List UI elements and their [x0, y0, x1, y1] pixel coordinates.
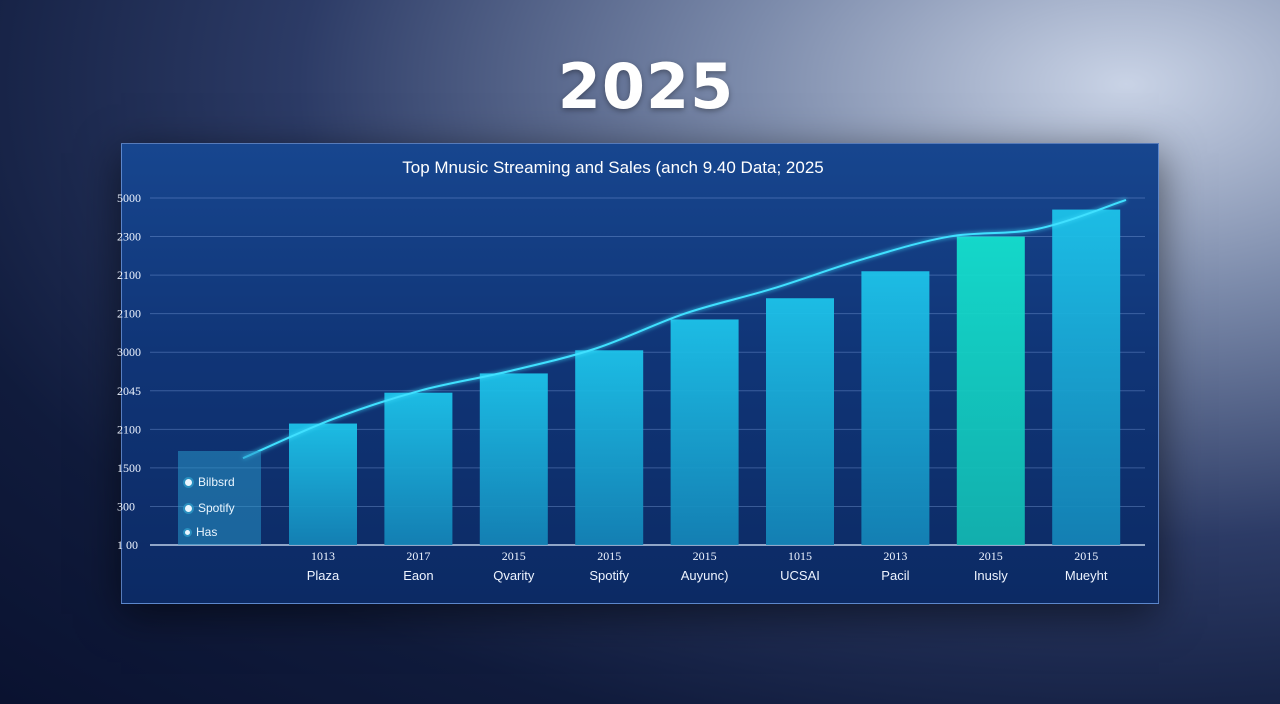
- page-year-heading: 2025: [557, 50, 735, 123]
- y-tick-label: 2100: [117, 268, 141, 282]
- y-tick-label: 1500: [117, 461, 141, 475]
- y-tick-label: 2045: [117, 384, 141, 398]
- trend-line: [242, 198, 1127, 460]
- x-tick-year-label: 2017: [406, 549, 430, 563]
- bar: [575, 350, 644, 545]
- x-tick-category-label: Mueyht: [1065, 568, 1108, 583]
- chart-title: Top Mnusic Streaming and Sales (anch 9.4…: [402, 158, 824, 177]
- legend-label: Bilbsrd: [198, 475, 235, 489]
- legend-item-billboard: Bilbsrd: [183, 475, 235, 489]
- y-tick-label: 5000: [117, 191, 141, 205]
- x-tick-category-label: Inusly: [974, 568, 1008, 583]
- y-tick-label: 2100: [117, 422, 141, 436]
- x-tick-category-label: Pacil: [881, 568, 909, 583]
- bar: [861, 271, 930, 545]
- x-tick-year-label: 2015: [979, 549, 1003, 563]
- x-tick-category-label: Plaza: [307, 568, 340, 583]
- x-tick-year-label: 2013: [883, 549, 907, 563]
- y-tick-label: 2100: [117, 307, 141, 321]
- y-tick-label: 2300: [117, 230, 141, 244]
- bar: [479, 373, 548, 545]
- x-tick-category-label: Auyunc): [681, 568, 729, 583]
- x-tick-year-label: 2015: [1074, 549, 1098, 563]
- x-tick-category-label: UCSAI: [780, 568, 820, 583]
- x-tick-year-label: 1013: [311, 549, 335, 563]
- y-tick-label: 3000: [117, 345, 141, 359]
- bar: [766, 298, 834, 545]
- billboard-icon: [183, 476, 194, 488]
- legend-item-has: Has: [183, 525, 217, 539]
- legend-label: Spotify: [198, 501, 235, 515]
- x-tick-year-label: 2015: [597, 549, 621, 563]
- legend-label: Has: [196, 525, 218, 539]
- has-icon: [183, 527, 192, 537]
- bar: [1052, 209, 1121, 546]
- bar: [384, 392, 453, 545]
- chart-legend: Bilbsrd Spotify Has: [178, 451, 261, 545]
- bar: [956, 236, 1025, 546]
- x-tick-category-label: Eaon: [403, 568, 433, 583]
- x-tick-year-label: 1015: [788, 549, 812, 563]
- x-tick-year-label: 2015: [502, 549, 526, 563]
- spotify-icon: [183, 502, 194, 514]
- x-tick-category-label: Qvarity: [493, 568, 535, 583]
- bar: [670, 319, 739, 545]
- x-tick-category-label: Spotify: [589, 568, 629, 583]
- x-tick-year-label: 2015: [693, 549, 717, 563]
- y-tick-label: 1 00: [117, 538, 138, 552]
- legend-item-spotify: Spotify: [183, 501, 235, 515]
- bar: [289, 423, 357, 545]
- y-tick-label: 300: [117, 499, 135, 513]
